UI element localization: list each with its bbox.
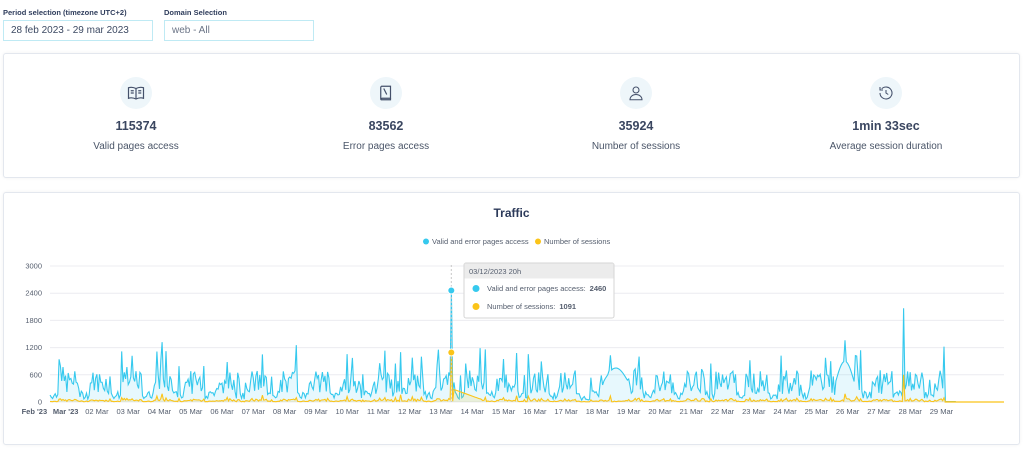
- x-tick-label: 17 Mar: [554, 407, 578, 416]
- tooltip-row-value: 1091: [559, 302, 576, 311]
- kpi-sessions: 35924 Number of sessions: [511, 54, 761, 152]
- domain-select[interactable]: web - All: [164, 20, 314, 41]
- x-tick-label: 29 Mar: [930, 407, 954, 416]
- y-tick-label: 2400: [25, 289, 42, 298]
- user-icon: [620, 77, 652, 109]
- series-line-sessions: [49, 352, 956, 403]
- tooltip-row-label: Number of sessions:: [487, 302, 555, 311]
- open-book-icon: [120, 77, 152, 109]
- x-tick-label: 18 Mar: [586, 407, 610, 416]
- x-tick-label: 13 Mar: [429, 407, 453, 416]
- tooltip-marker: [472, 303, 480, 310]
- x-tick-label: 24 Mar: [773, 407, 797, 416]
- period-input[interactable]: 28 feb 2023 - 29 mar 2023: [3, 20, 153, 41]
- x-tick-label: 12 Mar: [398, 407, 422, 416]
- kpi-value: 115374: [115, 119, 157, 133]
- tooltip-header-bg: [464, 263, 614, 279]
- x-tick-label: 08 Mar: [273, 407, 297, 416]
- period-label: Period selection (timezone UTC+2): [3, 8, 127, 17]
- x-tick-label: 14 Mar: [461, 407, 485, 416]
- kpi-session-duration: 1min 33sec Average session duration: [761, 54, 1011, 152]
- x-tick-label: 28 Mar: [898, 407, 922, 416]
- x-tick-label: 19 Mar: [617, 407, 641, 416]
- x-tick-label: 04 Mar: [148, 407, 172, 416]
- series-line-pages: [49, 290, 956, 403]
- x-tick-label: Feb '23: [22, 407, 48, 416]
- x-tick-label: 07 Mar: [242, 407, 266, 416]
- x-tick-label: 09 Mar: [304, 407, 328, 416]
- kpi-error-pages: 83562 Error pages access: [261, 54, 511, 152]
- closed-book-icon: [370, 77, 402, 109]
- x-tick-label: Mar '23: [53, 407, 79, 416]
- kpi-valid-pages: 115374 Valid pages access: [11, 54, 261, 152]
- highlight-point-pages: [447, 286, 456, 295]
- x-tick-label: 03 Mar: [117, 407, 141, 416]
- legend-marker-sessions: [535, 238, 541, 245]
- legend-label-sessions: Number of sessions: [544, 237, 611, 246]
- tooltip-marker: [472, 285, 480, 292]
- traffic-chart[interactable]: Valid and error pages access Number of se…: [4, 193, 1020, 445]
- y-tick-label: 1200: [25, 343, 42, 352]
- legend-marker-pages: [423, 238, 429, 245]
- x-tick-label: 10 Mar: [335, 407, 359, 416]
- kpi-label: Error pages access: [342, 141, 430, 152]
- kpi-card: 115374 Valid pages access 83562 Error pa…: [3, 53, 1020, 178]
- domain-label: Domain Selection: [164, 8, 227, 17]
- kpi-value: 83562: [368, 119, 404, 133]
- y-tick-label: 600: [29, 370, 42, 379]
- y-tick-label: 3000: [25, 262, 42, 271]
- x-tick-label: 15 Mar: [492, 407, 516, 416]
- kpi-value: 1min 33sec: [852, 119, 920, 133]
- tooltip-row-value: 2460: [590, 284, 607, 293]
- x-tick-label: 23 Mar: [742, 407, 766, 416]
- legend-label-pages: Valid and error pages access: [432, 237, 529, 246]
- traffic-card: Traffic Valid and error pages access Numb…: [3, 192, 1020, 445]
- kpi-label: Number of sessions: [591, 141, 681, 152]
- clock-history-icon: [870, 77, 902, 109]
- x-tick-label: 02 Mar: [85, 407, 109, 416]
- x-tick-label: 27 Mar: [867, 407, 891, 416]
- x-tick-label: 05 Mar: [179, 407, 203, 416]
- filters-bar: Period selection (timezone UTC+2) 28 feb…: [3, 8, 333, 41]
- x-tick-label: 16 Mar: [523, 407, 547, 416]
- chart-title: Traffic: [493, 206, 530, 220]
- x-tick-label: 22 Mar: [711, 407, 735, 416]
- tooltip-title: 03/12/2023 20h: [469, 267, 521, 276]
- y-tick-label: 0: [38, 398, 42, 407]
- x-tick-label: 11 Mar: [367, 407, 390, 416]
- period-filter: Period selection (timezone UTC+2) 28 feb…: [3, 8, 153, 41]
- domain-filter: Domain Selection web - All: [164, 8, 314, 41]
- kpi-value: 35924: [618, 119, 654, 133]
- y-tick-label: 1800: [25, 316, 42, 325]
- x-tick-label: 06 Mar: [210, 407, 234, 416]
- x-tick-label: 26 Mar: [836, 407, 860, 416]
- kpi-label: Valid pages access: [93, 141, 179, 152]
- series-area-pages: [50, 290, 956, 402]
- highlight-point-sessions: [447, 348, 456, 357]
- x-tick-label: 20 Mar: [648, 407, 672, 416]
- tooltip-row-label: Valid and error pages access:: [487, 284, 586, 293]
- x-tick-label: 25 Mar: [805, 407, 829, 416]
- x-tick-label: 21 Mar: [680, 407, 704, 416]
- kpi-label: Average session duration: [829, 141, 943, 152]
